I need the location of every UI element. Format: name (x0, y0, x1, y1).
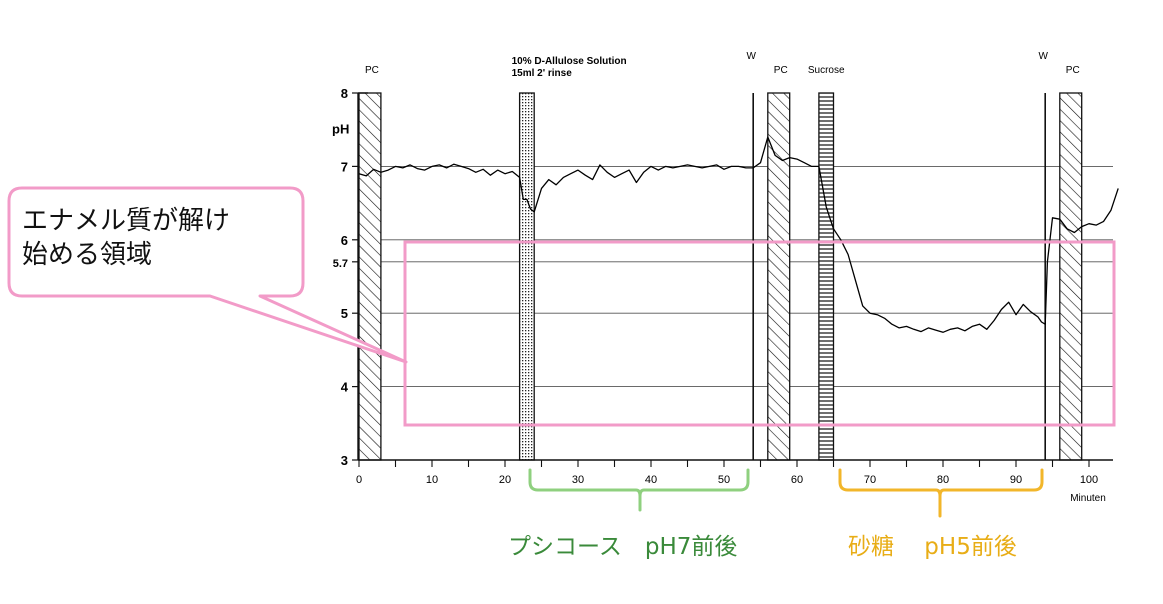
axes: 3 4 5 5.7 6 7 8 pH 0 10 20 30 40 50 60 70 80 90 100 Minuten… (332, 51, 1106, 504)
y-tick-label: 8 (341, 86, 348, 101)
x-tick-label: 40 (645, 474, 657, 486)
y-tick-label: 5 (341, 306, 348, 321)
x-tick-label: 90 (1010, 474, 1022, 486)
annotation-overlays (7, 186, 1116, 518)
ph-series-line (358, 136, 1119, 333)
sucrose-label: 砂糖 pH5前後 (848, 534, 1017, 560)
y-tick-label: 4 (341, 380, 349, 395)
y-axis-title: pH (332, 121, 349, 136)
phase-band (767, 92, 791, 461)
phase-band (518, 92, 535, 461)
x-tick-label: 50 (718, 474, 730, 486)
x-tick-label: 20 (499, 474, 511, 486)
enamel-zone-box (403, 240, 1116, 427)
phase-band (358, 92, 382, 461)
x-unit-label: Minuten (1070, 493, 1106, 504)
y-tick-label: 5.7 (333, 258, 348, 270)
phase-band (818, 92, 835, 461)
phase-label-w: W (1038, 51, 1048, 62)
psicose-bracket (528, 468, 750, 512)
x-tick-label: 0 (356, 474, 362, 486)
x-tick-label: 100 (1080, 474, 1098, 486)
y-tick-label: 7 (341, 159, 348, 174)
x-tick-label: 70 (864, 474, 876, 486)
phase-sublabel: 15ml 2' rinse (512, 68, 573, 79)
series-layer (358, 136, 1119, 333)
phase-label: PC (365, 65, 379, 76)
phase-markers (358, 92, 1083, 461)
y-tick-label: 3 (341, 453, 348, 468)
y-tick-label: 6 (341, 233, 348, 248)
plot-frame (357, 92, 1113, 461)
sucrose-bracket (838, 468, 1044, 518)
phase-label: 10% D-Allulose Solution (512, 56, 627, 67)
x-tick-label: 30 (572, 474, 584, 486)
callout-bubble (7, 186, 408, 364)
phase-label-w: W (746, 51, 756, 62)
phase-label: PC (1066, 65, 1080, 76)
callout-text: エナメル質が解け 始める領域 (22, 206, 231, 270)
phase-band (1059, 92, 1083, 461)
psicose-label: プシコース pH7前後 (508, 534, 738, 560)
x-tick-label: 10 (426, 474, 438, 486)
phase-label: PC (774, 65, 788, 76)
phase-label: Sucrose (808, 65, 845, 76)
x-tick-label: 60 (791, 474, 803, 486)
x-tick-label: 80 (937, 474, 949, 486)
grid-lines (358, 165, 1113, 388)
